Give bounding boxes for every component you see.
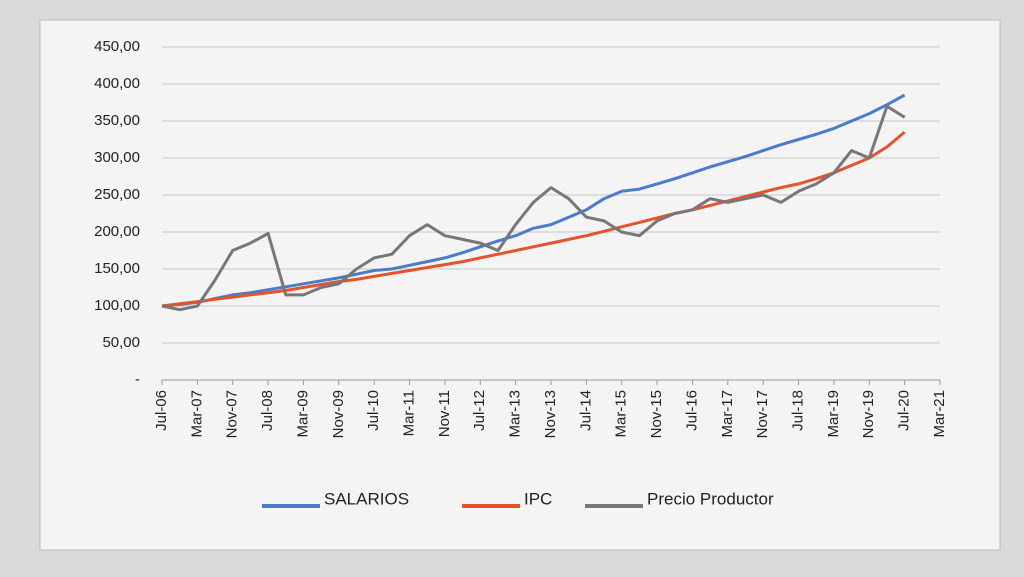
x-tick-label: Jul-18 [790, 390, 807, 431]
x-tick-label: Nov-13 [542, 390, 559, 438]
x-tick-label: Jul-06 [153, 390, 170, 431]
y-tick-label: 400,00 [94, 75, 140, 92]
legend-label: Precio Productor [647, 489, 774, 508]
x-tick-label: Mar-11 [401, 390, 418, 436]
y-tick-label: 200,00 [94, 223, 140, 240]
x-tick-label: Jul-12 [471, 390, 488, 431]
legend-label: SALARIOS [324, 489, 409, 508]
x-tick-label: Nov-11 [436, 390, 453, 437]
series-line [161, 104, 906, 312]
x-tick-label: Mar-17 [719, 390, 736, 438]
x-tick-label: Nov-07 [224, 390, 241, 438]
x-tick-label: Mar-09 [294, 390, 311, 438]
x-tick-label: Jul-20 [896, 390, 913, 431]
y-tick-label: 300,00 [94, 149, 140, 166]
x-tick-label: Mar-21 [931, 390, 948, 438]
y-tick-label: - [135, 371, 140, 388]
x-tick-label: Nov-15 [648, 390, 665, 438]
y-tick-label: 450,00 [94, 38, 140, 55]
x-tick-label: Jul-08 [259, 390, 276, 431]
x-tick-label: Mar-15 [613, 390, 630, 438]
x-tick-label: Mar-07 [188, 390, 205, 438]
x-tick-label: Mar-19 [825, 390, 842, 438]
legend-label: IPC [524, 489, 552, 508]
y-tick-label: 350,00 [94, 112, 140, 129]
x-tick-label: Jul-16 [683, 390, 700, 431]
y-tick-label: 100,00 [94, 297, 140, 314]
x-tick-label: Nov-19 [860, 390, 877, 438]
chart-area [39, 19, 1001, 551]
y-tick-label: 250,00 [94, 186, 140, 203]
y-tick-label: 50,00 [102, 334, 140, 351]
x-tick-label: Mar-13 [507, 390, 524, 438]
x-tick-label: Jul-10 [365, 390, 382, 431]
x-tick-label: Jul-14 [577, 390, 594, 431]
x-tick-label: Nov-09 [330, 390, 347, 438]
x-tick-label: Nov-17 [754, 390, 771, 438]
y-tick-label: 150,00 [94, 260, 140, 277]
series-line [161, 93, 906, 308]
